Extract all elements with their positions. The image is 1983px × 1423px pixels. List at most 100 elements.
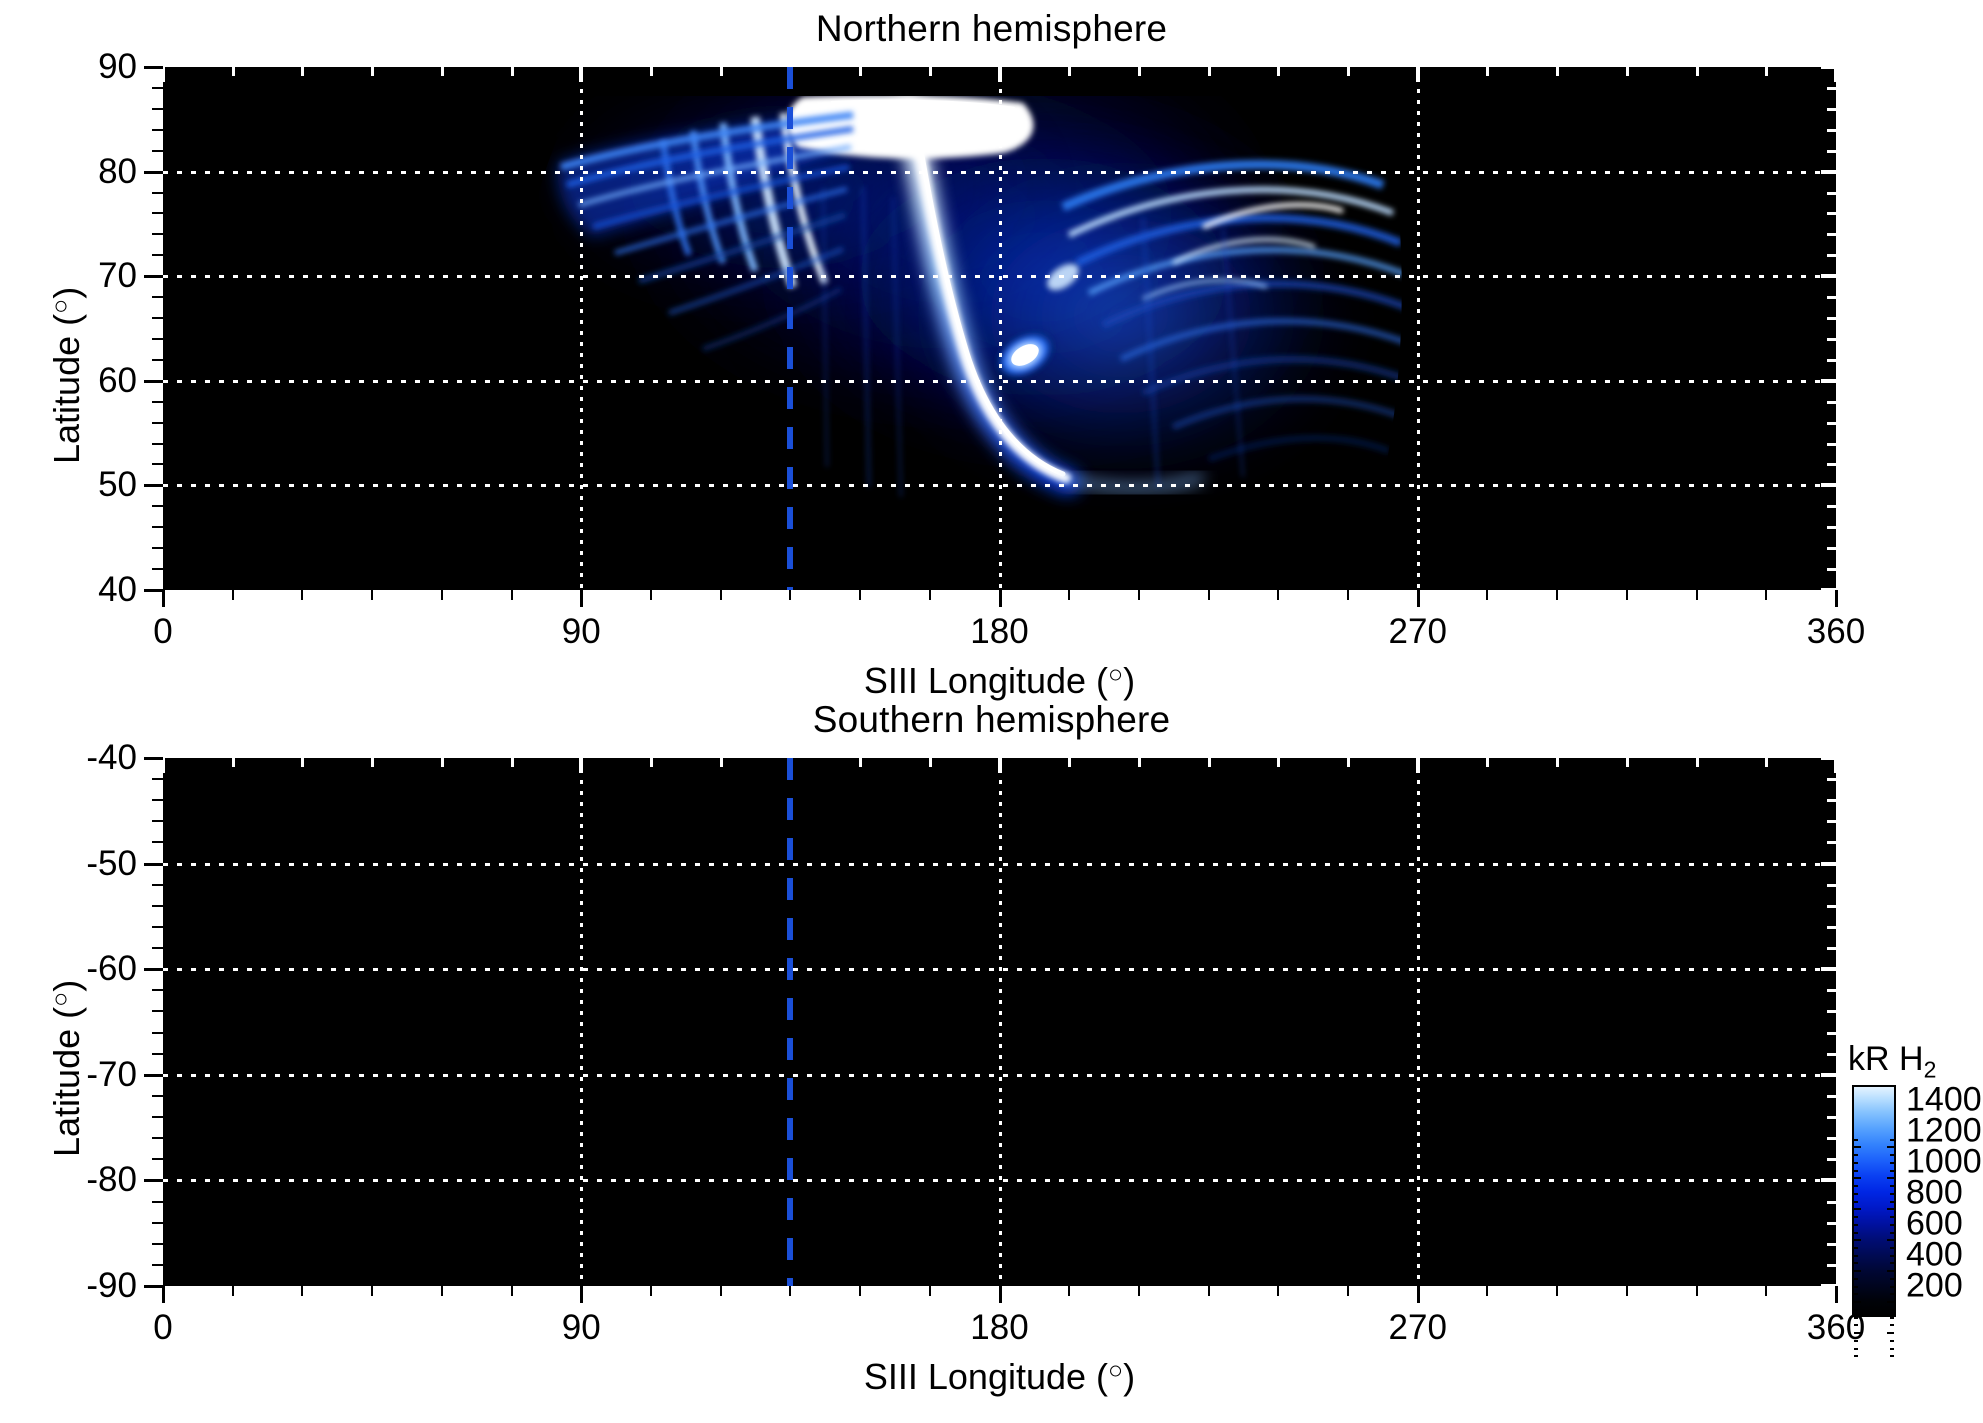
tick-minor-bottom — [1347, 1286, 1350, 1296]
tick-minor-top — [440, 758, 444, 767]
tick-minor-bottom — [789, 1286, 792, 1296]
colorbar-tick-minor — [1854, 1262, 1858, 1265]
colorbar-tick-minor — [1854, 1277, 1858, 1280]
tick-minor-top — [719, 758, 723, 767]
tick-minor-right — [1827, 1010, 1836, 1014]
tick-minor-right — [1827, 883, 1836, 887]
ytick-label: -50 — [86, 843, 137, 883]
tick-minor-right — [1827, 149, 1836, 153]
tick-major-top — [579, 67, 584, 82]
tick-minor-left — [152, 1221, 163, 1224]
colorbar-tick-label: 800 — [1906, 1173, 1963, 1212]
tick-major-right — [1821, 861, 1836, 866]
tick-minor-top — [1625, 758, 1629, 767]
gridline-horizontal — [163, 1179, 1836, 1183]
colorbar-tick-label: 1000 — [1906, 1142, 1982, 1181]
gridline-horizontal — [163, 862, 1836, 866]
tick-minor-left — [152, 337, 163, 340]
tick-minor-right — [1827, 128, 1836, 132]
colorbar-tick-label: 1400 — [1906, 1080, 1982, 1119]
tick-minor-top — [1625, 67, 1629, 76]
tick-major-bottom — [580, 1286, 584, 1303]
tick-minor-left — [152, 1010, 163, 1013]
colorbar-tick-minor — [1854, 1146, 1858, 1149]
tick-major-top — [579, 758, 584, 773]
colorbar-tick-minor — [1890, 1285, 1894, 1288]
tick-minor-top — [301, 758, 305, 767]
tick-minor-bottom — [1695, 1286, 1698, 1296]
colorbar-tick-minor — [1854, 1154, 1858, 1157]
xtick-label: 180 — [970, 1308, 1029, 1347]
tick-major-right — [1821, 1284, 1836, 1286]
tick-minor-left — [152, 442, 163, 445]
xtick-label: 270 — [1388, 1308, 1447, 1347]
tick-minor-left — [152, 317, 163, 320]
panel-southern-hemisphere: Southern hemisphere 0 90 180 270 360 -90 -80 -7… — [0, 693, 1983, 1423]
panel-title-southern: Southern hemisphere — [812, 699, 1171, 740]
tick-minor-bottom — [1068, 590, 1071, 600]
tick-minor-right — [1827, 212, 1836, 216]
ytick-label: -70 — [86, 1054, 137, 1094]
colorbar-tick-minor — [1890, 1239, 1894, 1242]
tick-minor-top — [859, 67, 863, 76]
tick-minor-bottom — [928, 590, 931, 600]
tick-minor-top — [928, 67, 932, 76]
tick-minor-bottom — [1277, 1286, 1280, 1296]
tick-minor-top — [1068, 758, 1072, 767]
tick-minor-left — [152, 128, 163, 131]
tick-minor-right — [1827, 400, 1836, 404]
colorbar-tick-label: 400 — [1906, 1235, 1963, 1274]
tick-minor-right — [1827, 442, 1836, 446]
tick-minor-bottom — [928, 1286, 931, 1296]
colorbar-tick-minor — [1854, 1247, 1858, 1249]
tick-minor-top — [1556, 758, 1560, 767]
ytick-label: 90 — [98, 47, 137, 86]
colorbar-tick-minor — [1890, 1308, 1894, 1311]
colorbar-tick-minor — [1890, 1277, 1894, 1280]
tick-minor-right — [1827, 1116, 1836, 1120]
tick-minor-left — [152, 400, 163, 403]
xtick-label: 0 — [153, 612, 173, 651]
ytick-label: 40 — [98, 570, 137, 609]
panel-title-northern: Northern hemisphere — [815, 8, 1168, 49]
plot-area-southern[interactable] — [163, 758, 1836, 1286]
tick-minor-top — [1068, 67, 1072, 76]
tick-minor-left — [152, 947, 163, 950]
colorbar-tick-minor — [1890, 1177, 1894, 1180]
tick-major-right — [1821, 758, 1836, 760]
colorbar: kR H2 200 400 600 800 1000 1200 1400 — [1838, 1040, 1983, 1358]
tick-minor-top — [928, 758, 932, 767]
tick-minor-right — [1827, 421, 1836, 425]
tick-minor-top — [1486, 67, 1490, 76]
colorbar-tick-minor — [1890, 1247, 1894, 1249]
tick-major-right — [1821, 483, 1836, 488]
tick-major-bottom — [1416, 590, 1420, 607]
xaxis-title: SIII Longitude (○) — [863, 660, 1136, 701]
panel-northern-hemisphere: Northern hemisphere — [0, 0, 1983, 701]
tick-major-left — [144, 757, 163, 760]
plot-area-northern[interactable] — [163, 67, 1836, 590]
colorbar-tick-minor — [1890, 1355, 1894, 1358]
colorbar-tick-minor — [1890, 1293, 1894, 1296]
colorbar-tick-label: 600 — [1906, 1204, 1963, 1243]
colorbar-tick-label: 200 — [1906, 1266, 1963, 1305]
tick-minor-left — [152, 1031, 163, 1034]
colorbar-tick-minor — [1854, 1254, 1858, 1257]
tick-minor-left — [152, 820, 163, 823]
tick-minor-left — [152, 358, 163, 361]
tick-minor-bottom — [510, 1286, 513, 1296]
tick-minor-left — [152, 1200, 163, 1203]
colorbar-tick-minor — [1854, 1231, 1858, 1234]
tick-minor-right — [1827, 1242, 1836, 1246]
colorbar-tick-minor — [1854, 1270, 1858, 1273]
ytick-label: -40 — [86, 738, 137, 777]
tick-major-bottom — [162, 590, 165, 607]
tick-major-bottom — [1416, 1286, 1420, 1303]
tick-minor-top — [1556, 67, 1560, 76]
tick-minor-top — [1277, 758, 1281, 767]
colorbar-tick-minor — [1854, 1285, 1858, 1288]
tick-minor-left — [152, 1052, 163, 1055]
tick-minor-top — [719, 67, 723, 76]
tick-minor-right — [1827, 904, 1836, 908]
tick-major-left — [144, 1179, 163, 1183]
